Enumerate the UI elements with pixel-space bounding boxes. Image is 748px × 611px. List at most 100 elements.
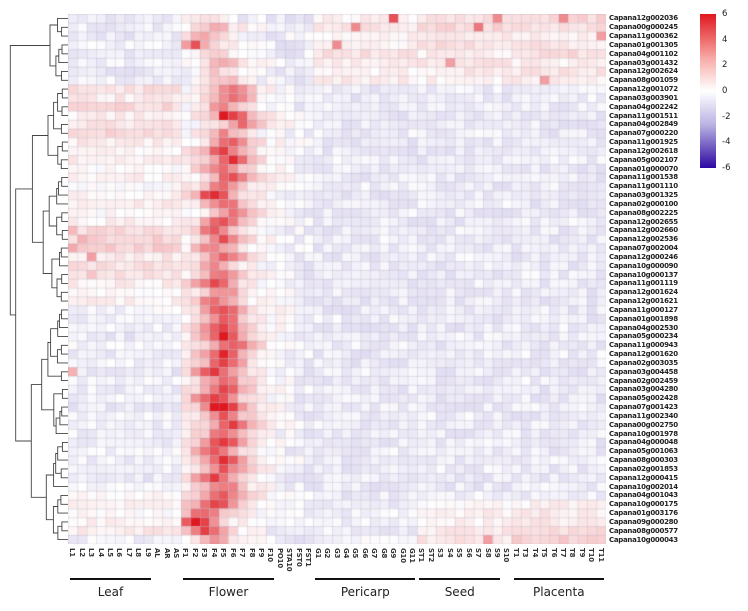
sample-column-label: F2 bbox=[190, 548, 199, 558]
sample-column-label: F5 bbox=[219, 548, 228, 558]
gene-row-label: Capana12g002536 bbox=[609, 235, 678, 244]
gene-row-label: Capana07g000220 bbox=[609, 129, 678, 138]
gene-row-label: Capana12g002660 bbox=[609, 226, 678, 235]
gene-row-label: Capana08g002225 bbox=[609, 208, 678, 217]
sample-column-label: L6 bbox=[115, 548, 124, 557]
gene-row-label: Capana12g001072 bbox=[609, 85, 678, 94]
gene-row-label: Capana01g000070 bbox=[609, 164, 678, 173]
sample-column-label: L1 bbox=[68, 548, 77, 557]
sample-column-label: S7 bbox=[474, 548, 483, 558]
row-dendrogram bbox=[9, 17, 68, 541]
gene-row-label: Capana11g000362 bbox=[609, 32, 678, 41]
sample-column-label: G3 bbox=[332, 548, 341, 559]
sample-column-label: T6 bbox=[549, 548, 558, 558]
group-bar-seed bbox=[419, 578, 501, 580]
group-bar-pericarp bbox=[315, 578, 416, 580]
sample-column-label: T10 bbox=[587, 548, 596, 562]
gene-row-label: Capana11g001511 bbox=[609, 111, 678, 120]
sample-column-label: PO10 bbox=[275, 548, 284, 569]
gene-row-label: Capana12g002624 bbox=[609, 67, 678, 76]
sample-column-label: FST0 bbox=[294, 548, 303, 567]
group-label-flower: Flower bbox=[208, 585, 249, 599]
sample-column-label: T9 bbox=[577, 548, 586, 558]
colorbar-gradient bbox=[700, 14, 716, 168]
sample-column-label: S10 bbox=[502, 548, 511, 563]
gene-row-label: Capana05g000234 bbox=[609, 332, 678, 341]
sample-column-label: G4 bbox=[341, 548, 350, 559]
group-label-pericarp: Pericarp bbox=[340, 585, 390, 599]
gene-row-label: Capana00g002750 bbox=[609, 420, 678, 429]
gene-row-label: Capana08g000303 bbox=[609, 456, 678, 465]
sample-column-label: G8 bbox=[379, 548, 388, 559]
sample-column-label: F9 bbox=[256, 548, 265, 558]
group-label-leaf: Leaf bbox=[97, 585, 124, 599]
gene-row-label: Capana12g001621 bbox=[609, 297, 678, 306]
sample-column-label: T8 bbox=[568, 548, 577, 558]
gene-row-label: Capana11g001119 bbox=[609, 279, 678, 288]
colorbar-tick-label: -2 bbox=[722, 111, 731, 122]
sample-column-label: T1 bbox=[511, 548, 520, 558]
sample-column-label: S6 bbox=[464, 548, 473, 558]
dendrogram-tree bbox=[9, 17, 68, 541]
sample-column-label: T7 bbox=[559, 548, 568, 558]
sample-column-label: L4 bbox=[96, 548, 105, 557]
sample-column-label: G5 bbox=[351, 548, 360, 559]
sample-column-label: L2 bbox=[77, 548, 86, 557]
gene-row-label: Capana04g001102 bbox=[609, 49, 678, 58]
sample-column-label: F8 bbox=[247, 548, 256, 558]
gene-row-label: Capana10g001978 bbox=[609, 429, 678, 438]
colorbar-tick-label: -4 bbox=[722, 137, 731, 148]
sample-column-label: FST1 bbox=[304, 548, 313, 567]
gene-row-label: Capana11g001110 bbox=[609, 182, 678, 191]
sample-column-label: S5 bbox=[455, 548, 464, 558]
sample-column-label: F7 bbox=[238, 548, 247, 558]
sample-column-label: T4 bbox=[530, 548, 539, 558]
sample-column-label: AL bbox=[153, 548, 162, 558]
gene-row-label: Capana09g000280 bbox=[609, 517, 678, 526]
gene-row-label: Capana03g001432 bbox=[609, 58, 678, 67]
sample-column-label: STA10 bbox=[285, 548, 294, 572]
sample-column-label: L7 bbox=[124, 548, 133, 557]
sample-column-label: L8 bbox=[134, 548, 143, 557]
sample-column-label: G11 bbox=[408, 548, 416, 563]
gene-row-label: Capana03g001325 bbox=[609, 191, 678, 200]
gene-row-label: Capana04g002530 bbox=[609, 323, 678, 332]
sample-column-label: L9 bbox=[143, 548, 152, 557]
gene-row-label: Capana11g000127 bbox=[609, 305, 678, 314]
gene-row-label: Capana08g001059 bbox=[609, 76, 678, 85]
gene-row-label: Capana05g002428 bbox=[609, 394, 678, 403]
group-bar-leaf bbox=[70, 578, 151, 580]
heatmap-canvas bbox=[68, 14, 606, 544]
sample-column-label: T3 bbox=[521, 548, 530, 558]
gene-row-label: Capana05g002107 bbox=[609, 155, 678, 164]
group-label-placenta: Placenta bbox=[533, 585, 585, 599]
gene-row-label: Capana05g001063 bbox=[609, 447, 678, 456]
sample-column-label: S8 bbox=[483, 548, 492, 558]
gene-row-label: Capana10g000090 bbox=[609, 261, 678, 270]
sample-column-label: G10 bbox=[398, 548, 407, 563]
gene-row-label: Capana04g002849 bbox=[609, 120, 678, 129]
sample-column-label: L3 bbox=[87, 548, 96, 557]
gene-row-label: Capana12g000415 bbox=[609, 473, 678, 482]
sample-column-label: F1 bbox=[181, 548, 190, 558]
gene-row-label: Capana12g000246 bbox=[609, 252, 678, 261]
gene-row-label: Capana12g001620 bbox=[609, 350, 678, 359]
sample-column-label: F6 bbox=[228, 548, 237, 558]
sample-column-label: F3 bbox=[200, 548, 209, 558]
sample-column-label: G7 bbox=[370, 548, 379, 559]
colorbar-tick-label: -6 bbox=[722, 163, 731, 173]
gene-row-label: Capana11g001538 bbox=[609, 173, 678, 182]
gene-row-label: Capana04g002242 bbox=[609, 102, 678, 111]
sample-column-label: G2 bbox=[323, 548, 332, 559]
gene-row-label: Capana03g004458 bbox=[609, 367, 678, 376]
gene-row-label: Capana02g002459 bbox=[609, 376, 678, 385]
gene-row-label: Capana11g001925 bbox=[609, 138, 678, 147]
sample-column-label: G9 bbox=[389, 548, 398, 559]
gene-row-label: Capana02g000100 bbox=[609, 199, 678, 208]
sample-column-label: T5 bbox=[540, 548, 549, 558]
gene-row-label: Capana07g002004 bbox=[609, 244, 678, 253]
gene-row-label: Capana01g003176 bbox=[609, 509, 678, 518]
gene-row-label: Capana11g000943 bbox=[609, 341, 678, 350]
sample-column-label: S9 bbox=[492, 548, 501, 558]
